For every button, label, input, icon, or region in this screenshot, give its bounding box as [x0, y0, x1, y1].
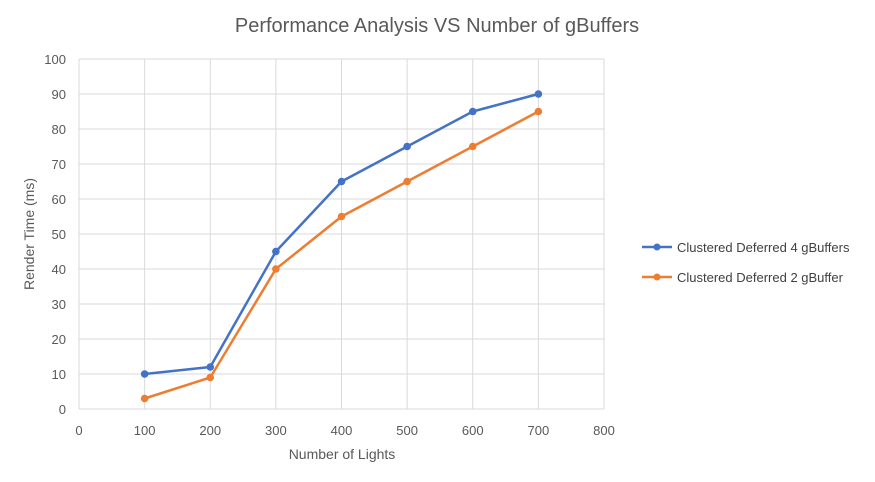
legend-entry-1: Clustered Deferred 4 gBuffers: [642, 240, 850, 255]
legend: Clustered Deferred 4 gBuffers Clustered …: [642, 240, 850, 285]
y-tick-label: 0: [59, 402, 66, 417]
data-point: [468, 107, 477, 116]
data-point: [337, 177, 346, 186]
x-tick-label: 200: [199, 423, 221, 438]
legend-label-1: Clustered Deferred 4 gBuffers: [677, 240, 850, 255]
data-point: [403, 177, 411, 186]
y-tick-label: 40: [52, 262, 66, 277]
legend-entry-2: Clustered Deferred 2 gBuffer: [642, 270, 844, 285]
x-axis-label: Number of Lights: [289, 446, 396, 462]
y-tick-label: 90: [52, 87, 66, 102]
legend-marker-2: [653, 273, 661, 281]
y-tick-label: 10: [52, 367, 66, 382]
gridlines: [78, 58, 605, 410]
y-tick-label: 80: [52, 122, 66, 137]
data-point: [272, 247, 280, 256]
series-group: [140, 90, 543, 403]
data-point: [272, 265, 280, 273]
data-point: [140, 370, 149, 378]
data-point: [534, 107, 543, 116]
data-point: [337, 212, 346, 221]
legend-label-2: Clustered Deferred 2 gBuffer: [677, 270, 844, 285]
data-point: [206, 363, 215, 371]
y-tick-label: 70: [52, 157, 66, 172]
y-tick-label: 30: [52, 297, 66, 312]
y-axis-label: Render Time (ms): [21, 178, 37, 290]
x-tick-label: 100: [134, 423, 156, 438]
series-1: [140, 90, 543, 378]
y-tick-label: 100: [44, 52, 66, 67]
chart-title: Performance Analysis VS Number of gBuffe…: [235, 15, 639, 37]
y-tick-label: 20: [52, 332, 66, 347]
data-point: [140, 394, 149, 403]
data-point: [206, 373, 215, 382]
x-tick-labels: 0 100 200 300 400 500 600 700 800: [75, 423, 614, 438]
legend-marker-1: [653, 243, 661, 251]
data-point: [534, 90, 543, 98]
y-tick-label: 60: [52, 192, 66, 207]
x-tick-label: 600: [462, 423, 484, 438]
x-tick-label: 400: [331, 423, 353, 438]
data-point: [403, 142, 411, 151]
data-point: [468, 142, 477, 151]
series-2: [140, 107, 543, 403]
x-tick-label: 300: [265, 423, 287, 438]
y-tick-label: 50: [52, 227, 66, 242]
x-tick-label: 700: [528, 423, 550, 438]
x-tick-label: 0: [75, 423, 82, 438]
y-tick-labels: 0 10 20 30 40 50 60 70 80 90 100: [44, 52, 66, 417]
x-tick-label: 500: [396, 423, 418, 438]
x-tick-label: 800: [593, 423, 615, 438]
